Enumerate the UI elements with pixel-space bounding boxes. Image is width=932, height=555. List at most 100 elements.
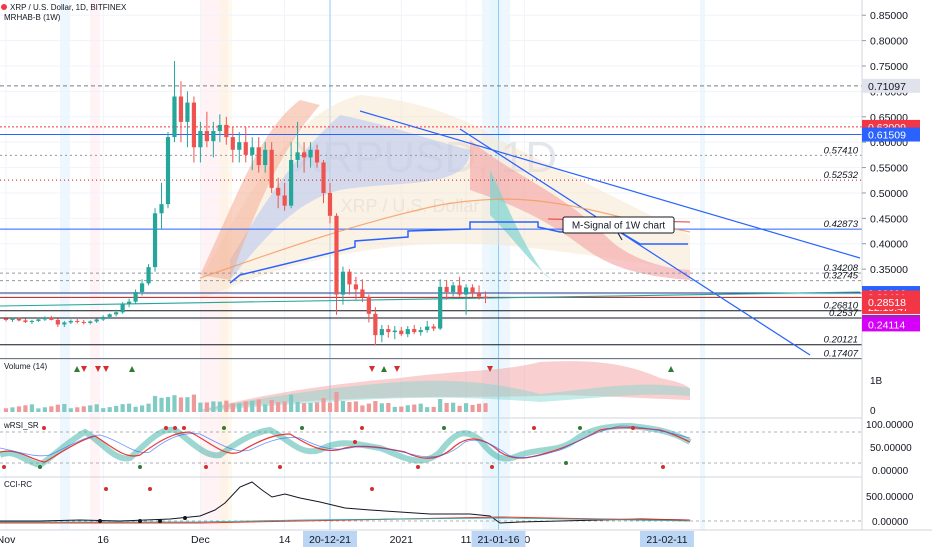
volume-title[interactable]: Volume (14) (4, 362, 47, 371)
volume-bar (55, 404, 60, 412)
cci-title[interactable]: CCI-RC (4, 480, 32, 489)
volume-bar (16, 406, 22, 412)
live-dot-icon (1, 4, 7, 10)
volume-bar (107, 407, 112, 412)
wrsi-title[interactable]: wRSI_SR (3, 421, 39, 430)
callout-pointer (617, 232, 623, 241)
volume-bar (334, 392, 339, 412)
callout-text: M-Signal of 1W chart (572, 221, 666, 232)
candle-body (250, 147, 255, 155)
candle-body (425, 326, 430, 331)
volume-bar (282, 401, 287, 412)
candle-body (107, 314, 112, 317)
wrsi-signal-marker (182, 426, 186, 430)
volume-bar (146, 403, 151, 412)
volume-bar (237, 403, 242, 412)
time-badge-label: 20-12-21 (309, 534, 351, 546)
candle-body (114, 312, 119, 315)
volume-bar (470, 405, 475, 412)
ribbon-indicators (200, 95, 690, 300)
trendline-2 (459, 128, 811, 356)
candle-body (29, 320, 35, 322)
wrsi-signal-marker (2, 465, 6, 469)
level-label: 0.26810 (824, 301, 859, 312)
wrsi-line (0, 425, 691, 458)
wrsi-signal-marker (204, 465, 208, 469)
symbol-line[interactable]: XRP / U.S. Dollar, 1D, BITFINEX (10, 3, 127, 12)
level-label: 0.32745 (824, 271, 859, 282)
price-badges: 0.710970.630090.615090.302960.294270.294… (862, 78, 920, 332)
volume-signal-marker (81, 366, 87, 372)
volume-bar (360, 405, 365, 412)
candle-body (276, 187, 281, 196)
price-axis[interactable]: 0.850000.800000.750000.700000.650000.600… (861, 0, 920, 530)
volume-bar (211, 401, 216, 412)
price-badge-label: 0.28518 (868, 297, 906, 309)
volume-bar (347, 402, 352, 412)
wrsi-signal-marker (631, 426, 635, 430)
session-band (90, 0, 100, 530)
candle-body (3, 318, 9, 320)
wrsi-signal-marker (164, 426, 168, 430)
wrsi-signal-marker (278, 465, 282, 469)
volume-signal-marker (95, 366, 101, 372)
time-label: Dec (191, 534, 210, 546)
volume-ribbon-teal (200, 380, 690, 412)
candle-body (269, 149, 274, 188)
price-badge (862, 295, 920, 310)
candle-body (191, 102, 197, 148)
candle-body (483, 296, 488, 299)
level-label: 0.57410 (824, 145, 859, 156)
candle-body (243, 142, 248, 155)
cci-panel: CCI-RC (0, 480, 862, 524)
candle-body (185, 102, 190, 122)
volume-bar (451, 402, 456, 412)
wrsi-signal-marker (578, 426, 582, 430)
candle-body (418, 330, 423, 333)
time-label: 2021 (390, 534, 414, 546)
volume-bar (295, 401, 300, 412)
long-ma-line (0, 291, 861, 307)
volume-bar (457, 405, 462, 412)
wrsi-signal-marker (173, 426, 177, 430)
candle-body (282, 195, 287, 206)
wrsi-signal-marker (300, 426, 304, 430)
wrsi-signal-marker (42, 426, 46, 430)
wrsi-markers (2, 426, 665, 469)
volume-bar (405, 405, 410, 412)
volume-bar (120, 404, 125, 412)
candle-body (431, 326, 436, 329)
candle-body (127, 301, 132, 304)
candle-body (379, 329, 384, 336)
trendline-1 (359, 110, 861, 259)
volume-bar (243, 401, 248, 412)
volume-signal-marker (129, 366, 135, 372)
candle-body (256, 147, 261, 166)
cci-tick-0: 0.00000 (872, 517, 909, 528)
panel-scales: 1B 0 100.00000 50.00000 0.00000 500.0000… (866, 376, 914, 528)
time-badge (303, 531, 357, 547)
time-badge-label: 21-01-16 (477, 534, 519, 546)
volume-bar (88, 405, 93, 412)
volume-bar (3, 408, 9, 412)
time-label: 14 (279, 534, 291, 546)
candle-body (470, 287, 475, 294)
indicator-line[interactable]: MRHAB-B (1W) (4, 13, 61, 22)
wrsi-signal-marker (416, 465, 420, 469)
candle-body (217, 124, 222, 132)
volume-bar (379, 403, 384, 412)
volume-ribbon-red (200, 361, 690, 410)
candle-body (308, 149, 313, 158)
volume-bar (204, 402, 209, 412)
price-tick-label: 0.50000 (870, 188, 908, 200)
candle-body (334, 215, 339, 295)
volume-signal-marker (668, 366, 674, 372)
candle-body (101, 316, 106, 320)
candle-body (405, 329, 410, 335)
volume-bar (276, 402, 281, 412)
candle-body (366, 297, 371, 314)
wrsi-panel: wRSI_SR (0, 421, 862, 469)
